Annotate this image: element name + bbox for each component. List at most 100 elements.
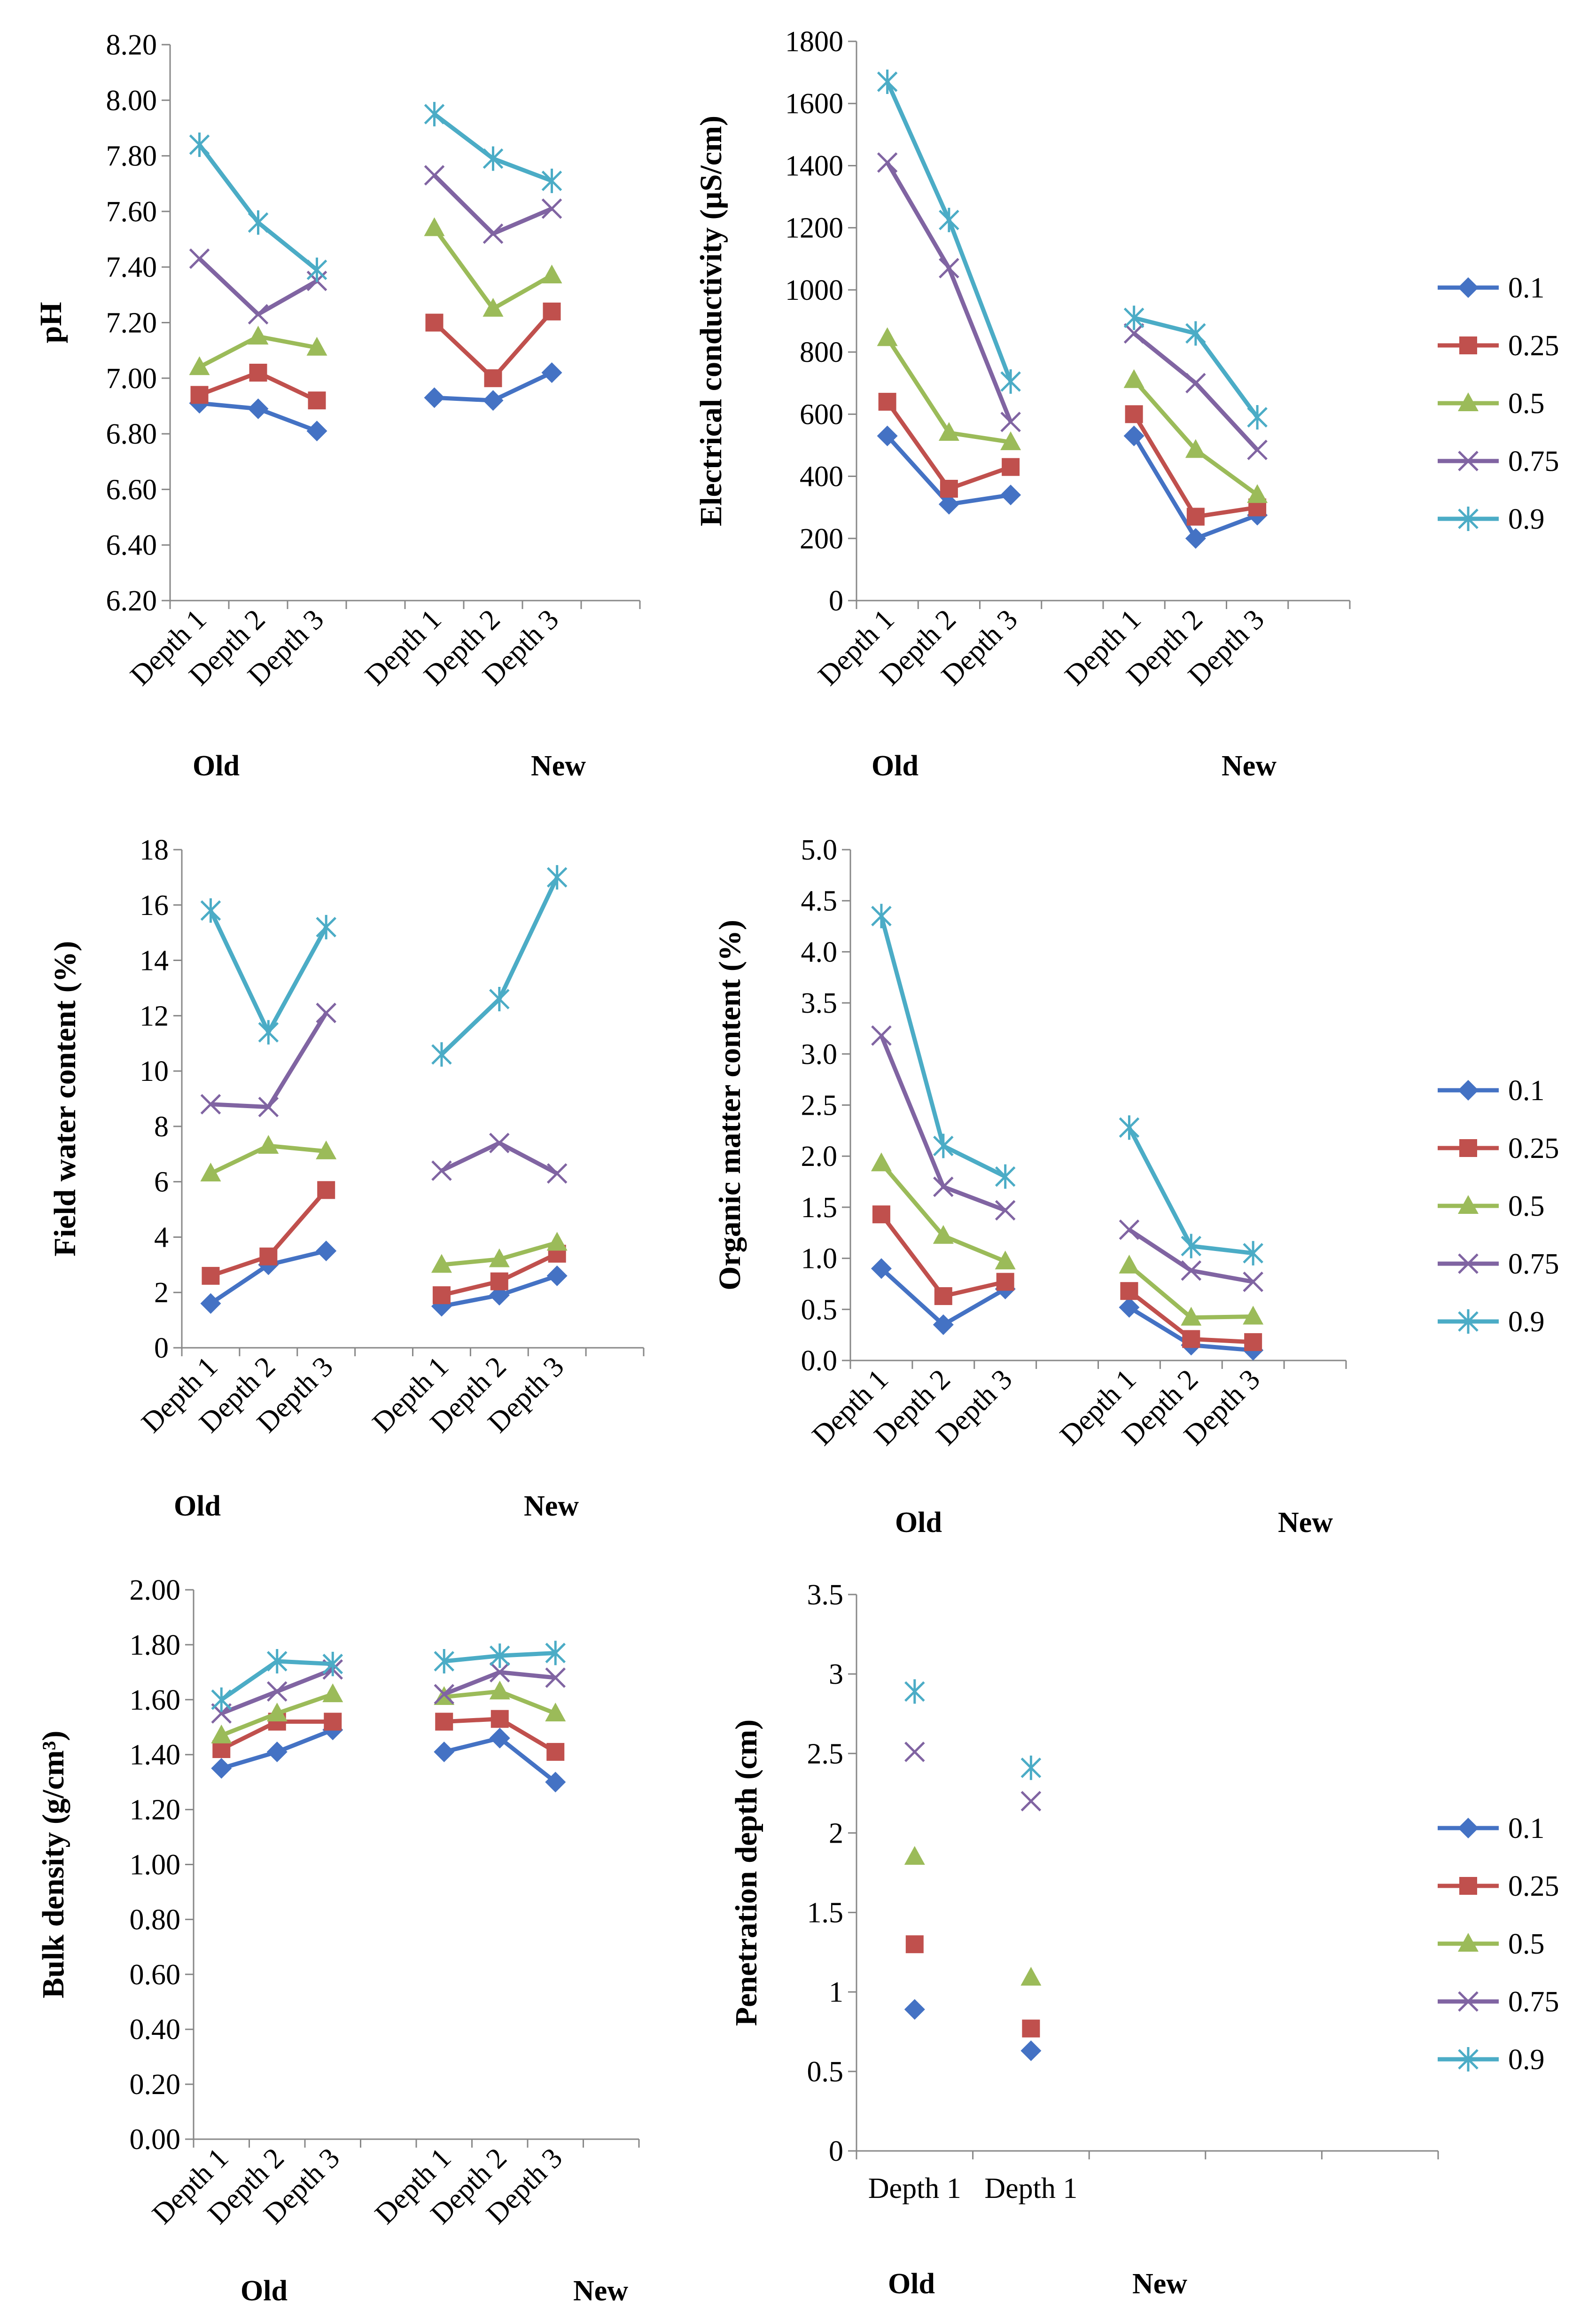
y-tick-label: 1.00 — [130, 1849, 181, 1881]
y-tick-label: 2.5 — [801, 1090, 838, 1122]
data-point — [933, 1133, 954, 1158]
data-point — [490, 1272, 508, 1290]
data-point — [933, 1314, 954, 1335]
y-tick-label: 5.0 — [801, 834, 838, 866]
y-axis-title: Field water content (%) — [48, 941, 82, 1256]
y-tick-label: 2 — [154, 1277, 169, 1309]
y-axis-title: Bulk density (g/cm³) — [36, 1731, 70, 1999]
data-point — [545, 1641, 566, 1665]
y-tick-label: 1.0 — [801, 1243, 838, 1275]
data-point — [489, 1643, 510, 1668]
y-tick-label: 1.80 — [130, 1629, 181, 1661]
series-line — [885, 400, 1012, 491]
data-point — [248, 210, 269, 235]
x-category-label: Depth 1 — [984, 2173, 1077, 2204]
legend-2: 0.1 0.25 0.5 0.75 0.9 — [1438, 1075, 1559, 1338]
legend-label: 0.5 — [1508, 1928, 1545, 1960]
data-point — [211, 1687, 232, 1712]
group-label-old: Old — [174, 1490, 221, 1522]
data-point — [489, 1728, 510, 1749]
y-tick-label: 7.20 — [106, 307, 157, 339]
data-point — [546, 1163, 568, 1184]
series-0.5 — [211, 1681, 566, 1743]
y-tick-label: 2.0 — [801, 1141, 838, 1173]
data-point — [1181, 1260, 1202, 1281]
data-point — [1247, 405, 1268, 430]
y-tick-label: 3.0 — [801, 1039, 838, 1071]
y-tick-label: 1400 — [785, 150, 843, 182]
y-tick-label: 18 — [140, 834, 169, 866]
y-tick-label: 800 — [800, 336, 843, 368]
y-tick-label: 0.0 — [801, 1345, 838, 1377]
data-point — [484, 369, 502, 387]
legend-marker — [1458, 1933, 1479, 1952]
series-line — [440, 1141, 558, 1175]
data-point — [258, 1020, 279, 1045]
group-label-new: New — [573, 2275, 628, 2306]
series-0.1 — [877, 425, 1268, 549]
y-tick-label: 10 — [140, 1055, 169, 1087]
legend-marker — [1458, 2047, 1479, 2071]
data-point — [200, 1293, 221, 1314]
data-point — [1120, 1282, 1138, 1300]
y-axis-title: Penetration depth (cm) — [729, 1720, 763, 2026]
data-point — [200, 1163, 221, 1181]
data-point — [306, 421, 327, 442]
group-label-new: New — [1222, 750, 1277, 782]
legend-label: 0.75 — [1508, 1986, 1559, 2018]
y-tick-label: 3.5 — [801, 987, 838, 1019]
series-0.5 — [189, 217, 562, 375]
data-point — [938, 422, 959, 441]
series-0.75 — [877, 152, 1268, 461]
legend-label: 0.9 — [1508, 2044, 1545, 2076]
series-0.1 — [211, 1720, 566, 1793]
legend-label: 0.9 — [1508, 1306, 1545, 1338]
legend-label: 0.25 — [1508, 1133, 1559, 1165]
data-point — [933, 1225, 954, 1244]
data-point — [1123, 425, 1144, 446]
data-point — [434, 1649, 455, 1673]
data-point — [424, 217, 445, 236]
data-point — [877, 425, 898, 446]
data-point — [939, 258, 959, 279]
series-0.5 — [871, 1152, 1264, 1326]
series-0.25 — [190, 302, 561, 410]
legend-label: 0.75 — [1508, 1248, 1559, 1280]
data-point — [424, 102, 445, 126]
data-point — [1123, 323, 1144, 344]
legend-marker — [1458, 507, 1479, 531]
series-line — [209, 909, 328, 1035]
series-line — [885, 161, 1013, 423]
y-tick-label: 3 — [829, 1658, 843, 1690]
data-point — [546, 865, 568, 890]
data-point — [1185, 528, 1206, 549]
legend-marker — [1459, 1877, 1477, 1895]
data-point — [424, 165, 445, 186]
data-point — [1243, 1305, 1264, 1325]
data-point — [1022, 2019, 1040, 2038]
legend-marker — [1458, 392, 1479, 411]
group-label-old: Old — [241, 2275, 288, 2306]
y-tick-label: 2.5 — [807, 1738, 844, 1770]
series-0.75 — [189, 165, 562, 325]
data-point — [189, 132, 210, 157]
data-point — [1125, 405, 1143, 423]
series-0.9 — [871, 904, 1263, 1266]
y-tick-label: 1.5 — [807, 1897, 844, 1929]
y-tick-label: 7.40 — [106, 251, 157, 283]
legend-label: 0.25 — [1508, 330, 1559, 362]
data-point — [546, 1265, 568, 1286]
data-point — [1244, 1333, 1262, 1351]
data-point — [871, 904, 892, 929]
data-point — [316, 915, 336, 939]
y-tick-label: 400 — [800, 461, 843, 493]
y-tick-label: 6.80 — [106, 418, 157, 450]
data-point — [266, 1741, 288, 1762]
data-point — [316, 1140, 337, 1159]
y-tick-label: 1600 — [785, 88, 843, 120]
data-point — [878, 392, 896, 411]
data-point — [434, 1741, 455, 1762]
data-point — [202, 1266, 220, 1285]
